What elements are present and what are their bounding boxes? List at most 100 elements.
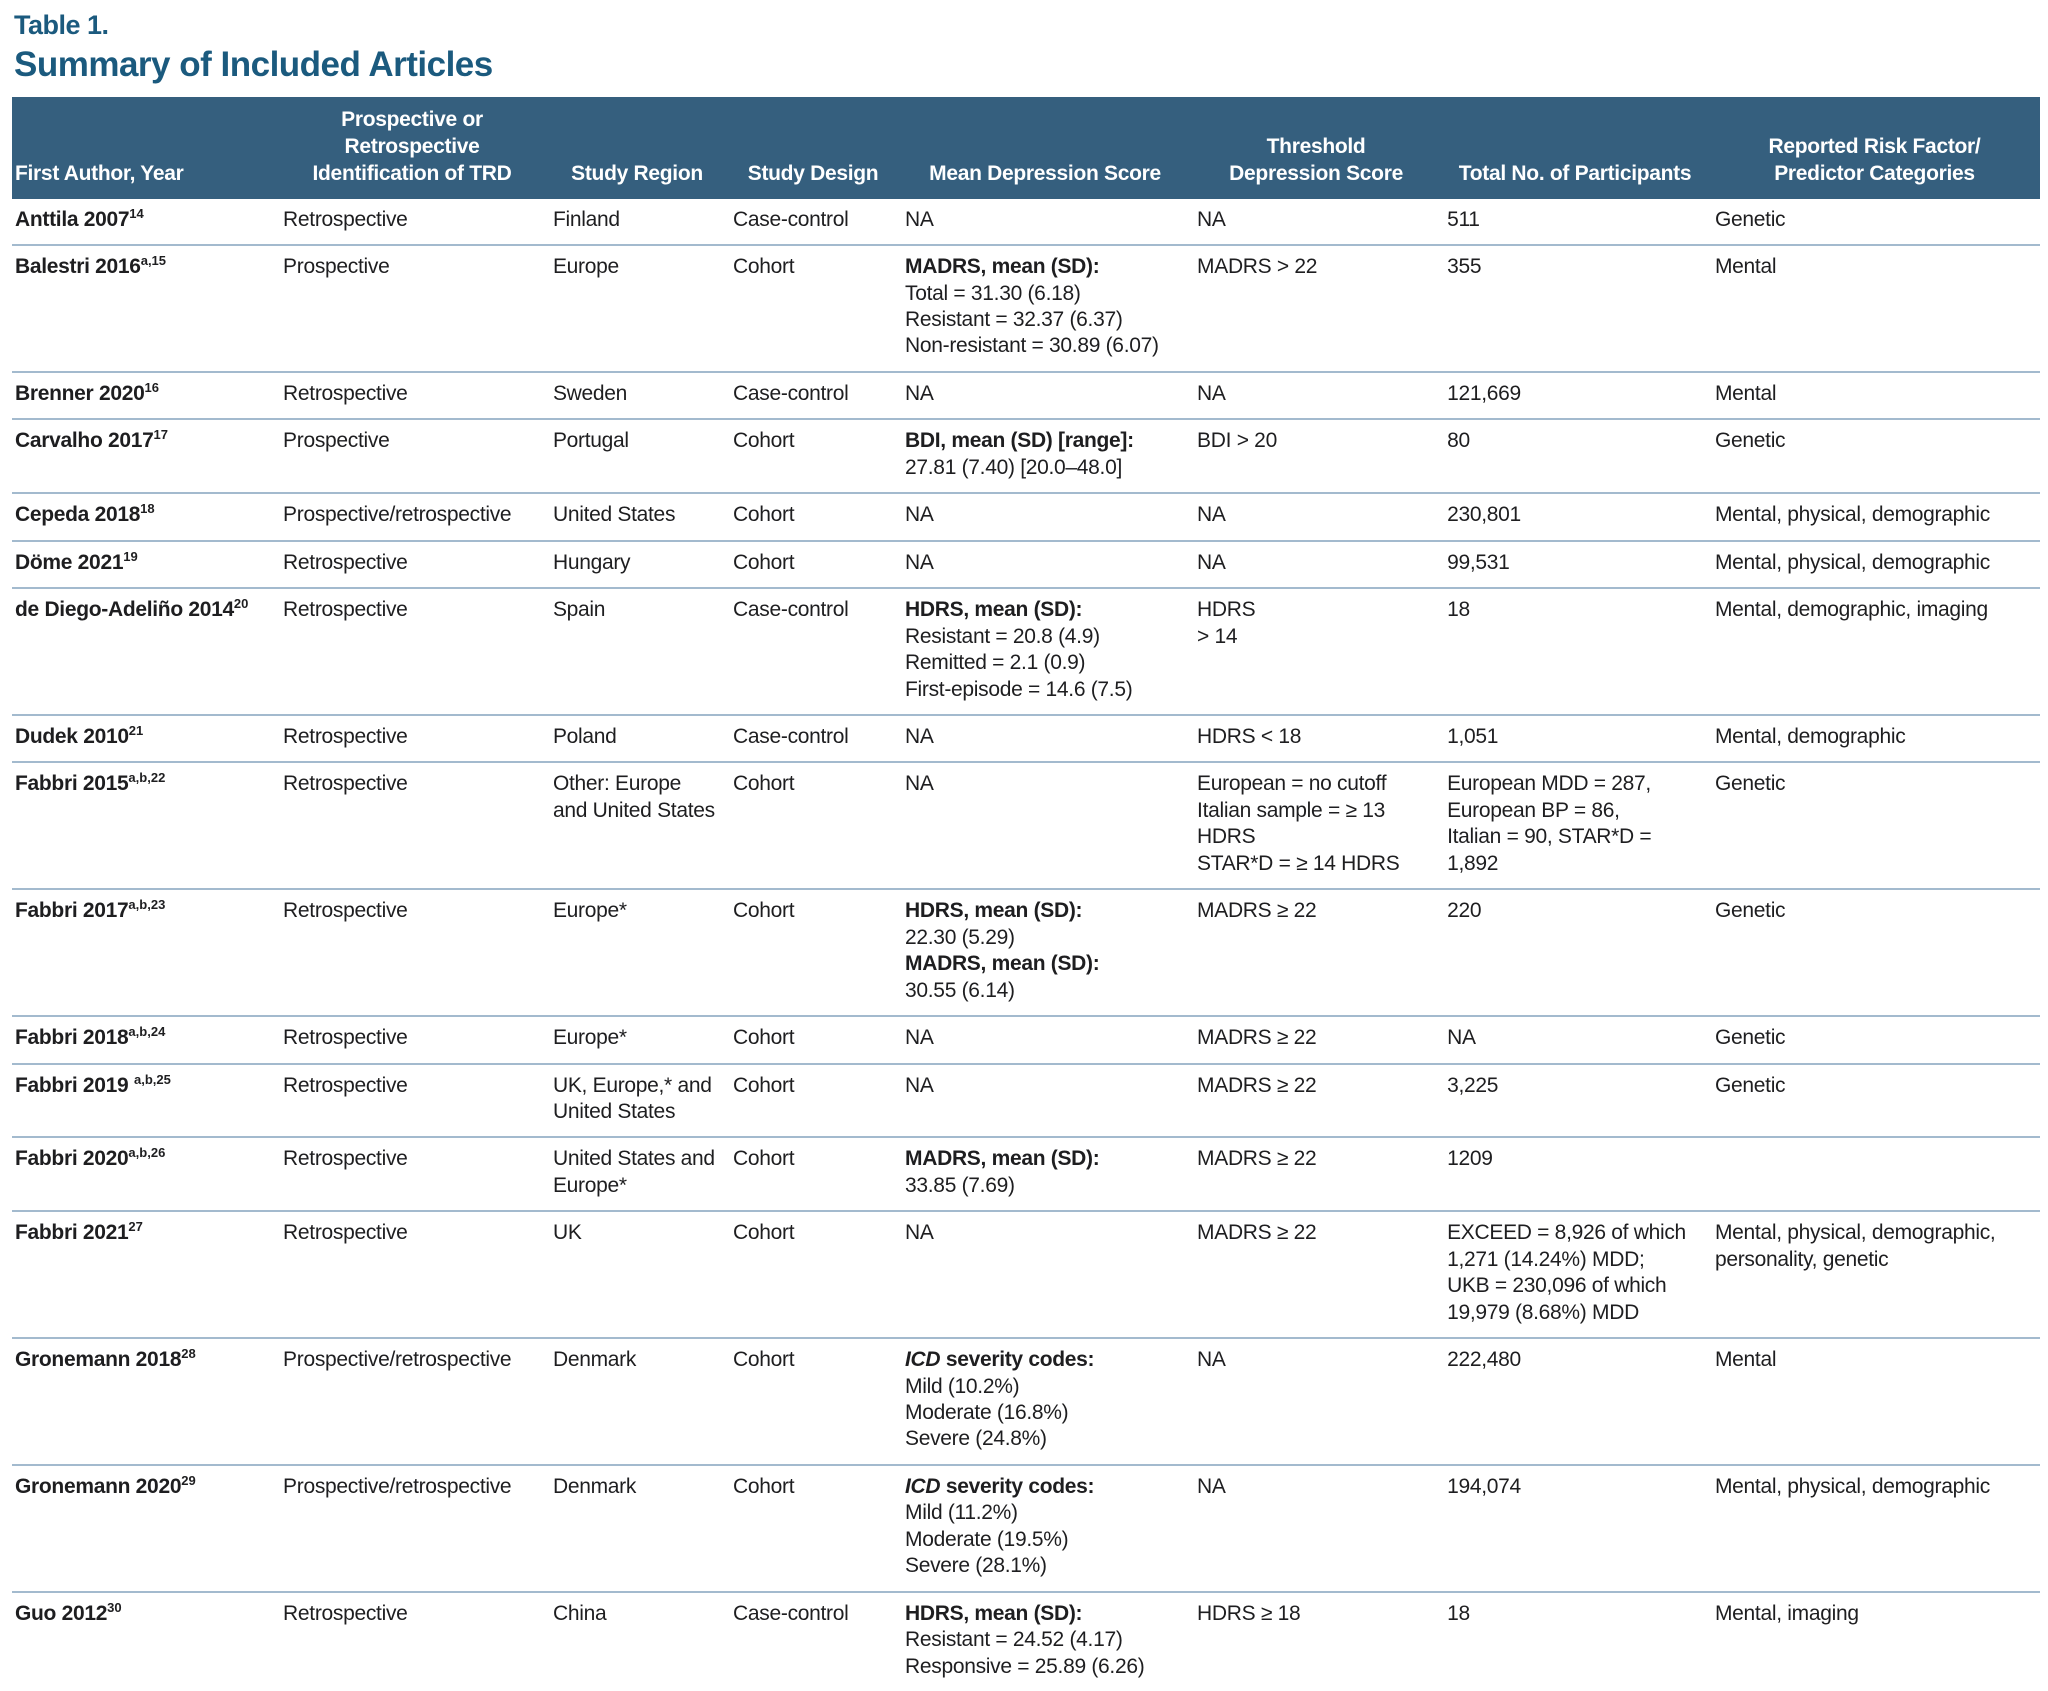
table-row: Fabbri 2017a,b,23 Retrospective Europe* Coh…	[12, 889, 2040, 1018]
region-cell: Europe	[546, 245, 728, 373]
region-cell: Other: Europe and United States	[546, 762, 728, 891]
risk-cell: Mental, demographic, imaging	[1708, 588, 2040, 716]
table-row: Döme 202119 Retrospective Hungary Cohort NA N…	[12, 540, 2040, 590]
trd-cell: Retrospective	[277, 1137, 547, 1213]
header-cell-author: First Author, Year	[12, 97, 278, 199]
author-cell: Gronemann 202029	[12, 1464, 278, 1593]
mean-score-cell: MADRS, mean (SD): Total = 31.30 (6.18) Res…	[899, 245, 1192, 373]
design-cell: Cohort	[727, 762, 900, 891]
risk-cell: Mental	[1708, 371, 2040, 421]
risk-cell: Mental, physical, demographic	[1708, 540, 2040, 590]
header-row: First Author, Year Prospective or Retrosp…	[12, 97, 2040, 199]
participants-cell: European MDD = 287, European BP = 86, Ital…	[1441, 762, 1709, 891]
table-row: Gronemann 201828 Prospective/retrospectiv…	[12, 1338, 2040, 1466]
trd-cell: Retrospective	[277, 714, 547, 764]
author-cell: Balestri 2016a,15	[12, 245, 278, 373]
table-row: Balestri 2016a,15 Prospective Europe Cohort…	[12, 245, 2040, 373]
design-cell: Cohort	[727, 1338, 900, 1466]
trd-cell: Retrospective	[277, 198, 547, 247]
participants-cell: 3,225	[1441, 1063, 1709, 1139]
participants-cell: 511	[1441, 198, 1709, 247]
table-row: Cepeda 201818 Prospective/retrospective Un…	[12, 493, 2040, 542]
trd-cell: Retrospective	[277, 889, 547, 1018]
region-cell: Denmark	[546, 1464, 728, 1593]
trd-cell: Prospective	[277, 419, 547, 495]
mean-score-cell: NA	[899, 540, 1192, 590]
design-cell: Cohort	[727, 245, 900, 373]
threshold-cell: NA	[1191, 493, 1442, 542]
participants-cell: 18	[1441, 588, 1709, 716]
trd-cell: Retrospective	[283, 1601, 408, 1625]
mean-score-cell: NA	[899, 1016, 1192, 1065]
threshold-cell: BDI > 20	[1191, 419, 1442, 495]
trd-cell: Retrospective	[277, 1211, 547, 1340]
trd-cell: Prospective/retrospective	[277, 1464, 547, 1593]
participants-cell: 1,051	[1441, 714, 1709, 764]
region-cell: United States and Europe*	[546, 1137, 728, 1213]
trd-cell: Prospective/retrospective	[277, 493, 547, 542]
trd-cell: Retrospective	[277, 1016, 547, 1065]
region-cell: Denmark	[546, 1338, 728, 1466]
trd-cell: Retrospective	[277, 588, 547, 716]
author-cell: Brenner 202016	[12, 371, 278, 421]
design-cell: Cohort	[727, 493, 900, 542]
table-body: Anttila 200714 Retrospective Finland Case-c…	[12, 198, 2040, 1691]
author-cell: Fabbri 202127	[12, 1211, 278, 1340]
design-cell: Case-control	[727, 371, 900, 421]
author-cell: Carvalho 201717	[12, 419, 278, 495]
participants-cell: 230,801	[1441, 493, 1709, 542]
table-row: Fabbri 202127 Retrospective UK Cohort NA MADR…	[12, 1211, 2040, 1340]
risk-cell: Genetic	[1708, 889, 2040, 1018]
risk-cell: Mental, physical, demographic	[1708, 1464, 2040, 1593]
header-cell-mean_score: Mean Depression Score	[899, 97, 1192, 199]
risk-cell: Mental	[1708, 245, 2040, 373]
author-cell: Cepeda 201818	[12, 493, 278, 542]
threshold-cell: HDRS ≥ 18	[1197, 1601, 1301, 1625]
mean-score-cell: NA	[899, 198, 1192, 247]
trd-cell: Retrospective	[277, 1063, 547, 1139]
risk-cell: Genetic	[1708, 762, 2040, 891]
header-cell-risk: Reported Risk Factor/Predictor Categorie…	[1708, 97, 2040, 199]
mean-score-cell: NA	[899, 762, 1192, 891]
trd-cell: Retrospective	[277, 762, 547, 891]
header-cell-participants: Total No. of Participants	[1441, 97, 1709, 199]
design-cell: Cohort	[727, 1464, 900, 1593]
mean-score-cell: NA	[899, 714, 1192, 764]
table-row: Carvalho 201717 Prospective Portugal Cohort…	[12, 419, 2040, 495]
mean-score-cell: NA	[899, 493, 1192, 542]
author-cell: Gronemann 201828	[12, 1338, 278, 1466]
risk-cell	[1708, 1137, 2040, 1213]
risk-cell: Genetic	[1708, 1063, 2040, 1139]
design-cell: Cohort	[727, 1016, 900, 1065]
region-cell: United States	[546, 493, 728, 542]
participants-cell: 194,074	[1441, 1464, 1709, 1593]
region-cell: Europe*	[546, 1016, 728, 1065]
table-row: Brenner 202016 Retrospective Sweden Case-co…	[12, 371, 2040, 421]
threshold-cell: HDRS > 14	[1191, 588, 1442, 716]
design-cell: Cohort	[727, 419, 900, 495]
mean-score-cell: ICD severity codes: Mild (11.2%) Moderate …	[899, 1464, 1192, 1593]
table-label: Table 1.	[14, 10, 109, 40]
design-cell: Case-control	[733, 1601, 849, 1625]
threshold-cell: MADRS ≥ 22	[1191, 1063, 1442, 1139]
mean-score-cell: HDRS, mean (SD): 22.30 (5.29) MADRS, mean …	[899, 889, 1192, 1018]
region-cell: Portugal	[546, 419, 728, 495]
author-cell: de Diego-Adeliño 201420	[12, 588, 278, 716]
table-row: Fabbri 2020a,b,26 Retrospective United Sta…	[12, 1137, 2040, 1213]
design-cell: Case-control	[727, 588, 900, 716]
risk-cell: Genetic	[1708, 198, 2040, 247]
header-cell-threshold: Threshold Depression Score	[1191, 97, 1442, 199]
author-cell: Fabbri 2020a,b,26	[12, 1137, 278, 1213]
region-cell: Hungary	[546, 540, 728, 590]
header-cell-region: Study Region	[546, 97, 728, 199]
threshold-cell: MADRS > 22	[1191, 245, 1442, 373]
threshold-cell: HDRS < 18	[1191, 714, 1442, 764]
trd-cell: Prospective	[277, 245, 547, 373]
region-cell: Finland	[546, 198, 728, 247]
author-cell: Fabbri 2017a,b,23	[12, 889, 278, 1018]
risk-cell: Mental	[1708, 1338, 2040, 1466]
region-cell: Europe*	[546, 889, 728, 1018]
table-row: Guo 201230 Retrospective China Case-control…	[12, 1592, 2040, 1691]
threshold-cell: NA	[1191, 371, 1442, 421]
author-cell: Fabbri 2019 a,b,25	[12, 1063, 278, 1139]
